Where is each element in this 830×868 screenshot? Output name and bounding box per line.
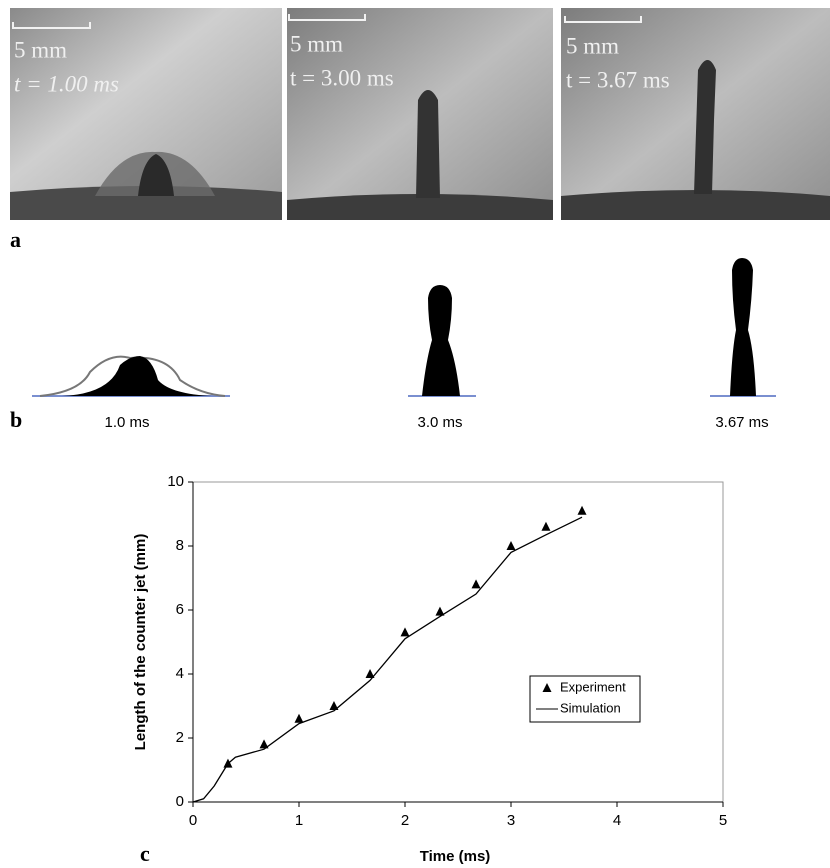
x-tick-label: 1 — [295, 812, 303, 829]
caption: 1.0 ms — [104, 414, 149, 431]
y-tick-label: 8 — [176, 537, 184, 554]
x-tick-label: 2 — [401, 812, 409, 829]
time-label: t = 3.00 ms — [290, 65, 394, 90]
x-tick-label: 0 — [189, 812, 197, 829]
panel-label: c — [140, 841, 150, 866]
y-tick-label: 6 — [176, 601, 184, 618]
x-tick-label: 3 — [507, 812, 515, 829]
marker — [472, 579, 481, 588]
y-tick-label: 0 — [176, 793, 184, 810]
simulation — [710, 258, 776, 396]
marker — [578, 506, 587, 515]
scale-label: 5 mm — [14, 37, 67, 62]
marker — [541, 522, 550, 531]
plot-frame — [193, 482, 723, 802]
marker — [401, 627, 410, 636]
simulation — [32, 356, 230, 396]
x-axis-label: Time (ms) — [420, 848, 491, 865]
time-label: t = 1.00 ms — [14, 71, 119, 96]
scale-label: 5 mm — [290, 31, 343, 56]
y-axis-label: Length of the counter jet (mm) — [132, 534, 149, 751]
figure: 5 mm t = 1.00 ms 5 mm t = 3.00 ms 5 mm t… — [0, 0, 830, 868]
caption: 3.67 ms — [715, 414, 768, 431]
line — [193, 517, 582, 802]
caption: 3.0 ms — [417, 414, 462, 431]
panel-label: b — [10, 407, 22, 432]
x-tick-label: 4 — [613, 812, 621, 829]
y-tick-label: 10 — [167, 473, 184, 490]
legend-label: Experiment — [560, 679, 626, 694]
y-tick-label: 4 — [176, 665, 184, 682]
time-label: t = 3.67 ms — [566, 67, 670, 92]
y-tick-label: 2 — [176, 729, 184, 746]
legend-label: Simulation — [560, 700, 621, 715]
panel-label: a — [10, 227, 21, 252]
scale-label: 5 mm — [566, 33, 619, 58]
marker — [507, 541, 516, 550]
marker — [295, 714, 304, 723]
simulation — [408, 285, 476, 396]
page: {"panel_a": {"label": "a", "images": [ {… — [0, 0, 830, 868]
x-tick-label: 5 — [719, 812, 727, 829]
